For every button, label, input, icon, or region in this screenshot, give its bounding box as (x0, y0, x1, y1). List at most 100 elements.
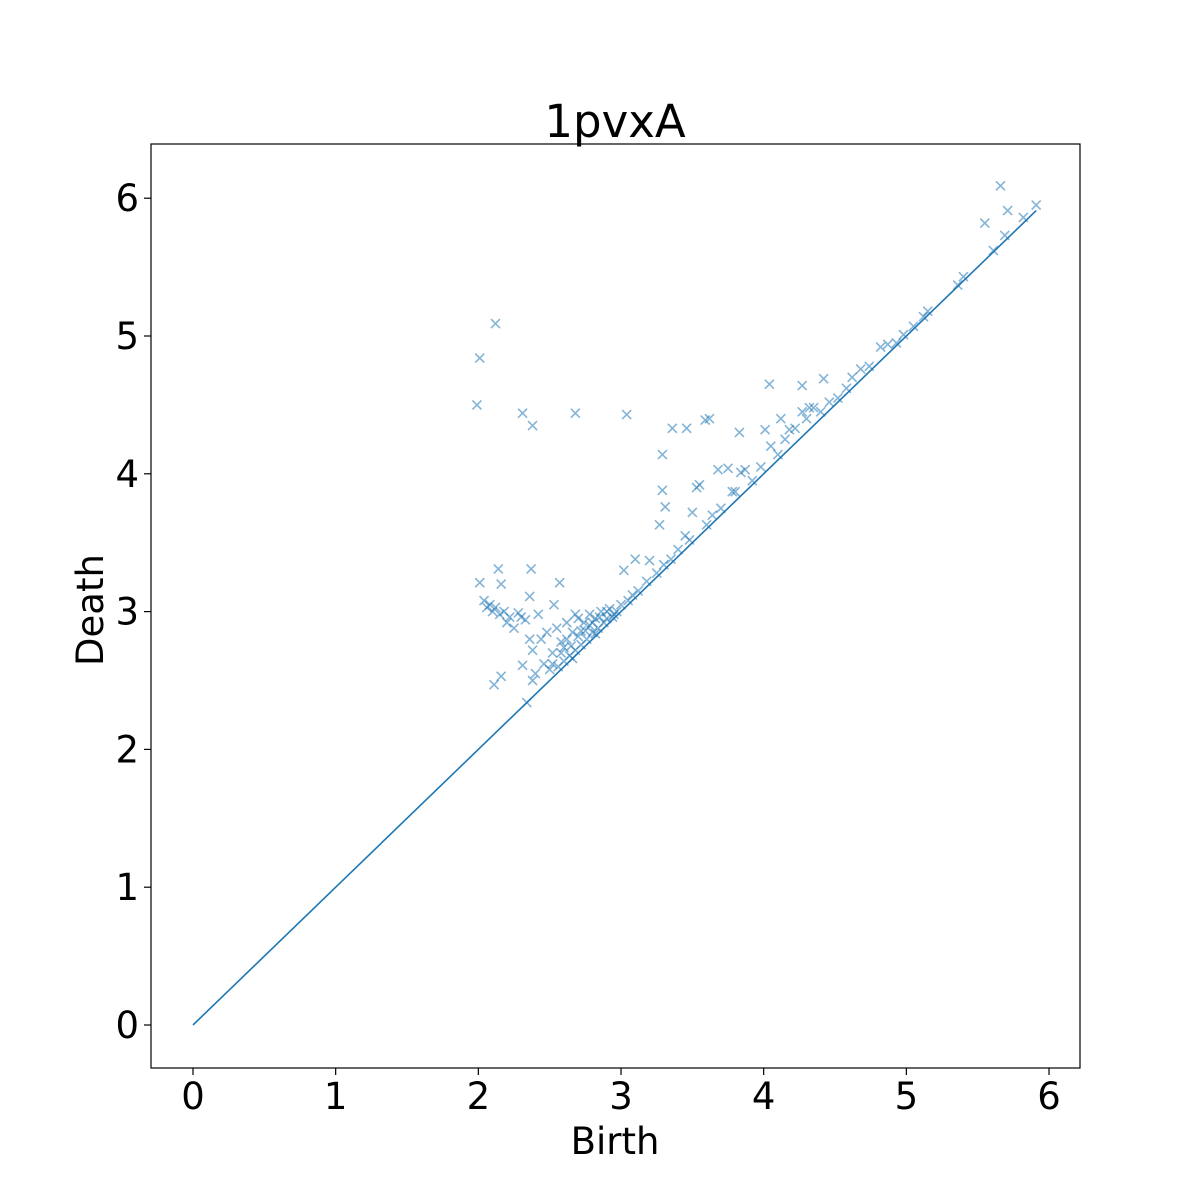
data-point (496, 671, 507, 682)
data-point (478, 595, 490, 606)
data-point (995, 180, 1006, 191)
x-tick-label: 3 (609, 1075, 633, 1118)
data-point (633, 585, 644, 596)
data-point (570, 609, 581, 620)
data-point (747, 475, 758, 486)
data-point (722, 463, 734, 474)
data-point (608, 609, 619, 620)
data-point (815, 406, 826, 417)
data-point (521, 697, 532, 708)
data-point (707, 510, 718, 521)
data-point (556, 636, 567, 647)
x-tick-label: 0 (181, 1075, 205, 1118)
data-point (541, 627, 552, 638)
data-point (527, 675, 538, 686)
data-point (547, 658, 558, 670)
data-point (764, 379, 775, 390)
data-point (797, 380, 808, 391)
data-point (484, 599, 495, 610)
data-point (1018, 212, 1029, 223)
data-point (701, 519, 712, 530)
data-point (999, 230, 1010, 241)
data-point (918, 311, 929, 322)
x-ticks: 0 1 2 3 4 5 6 (181, 1068, 1061, 1118)
data-point (590, 628, 601, 639)
data-point (618, 565, 629, 576)
data-point (772, 449, 784, 460)
data-point (824, 397, 835, 408)
x-tick-label: 5 (895, 1075, 919, 1118)
data-point (760, 424, 771, 435)
x-tick-label: 4 (752, 1075, 776, 1118)
data-point (584, 620, 595, 631)
data-point (657, 485, 668, 496)
data-point (553, 661, 564, 672)
data-point (573, 631, 584, 642)
points-layer (471, 180, 1042, 708)
x-tick-label: 6 (1037, 1075, 1061, 1118)
data-point (784, 424, 795, 435)
data-point (630, 554, 641, 565)
data-point (832, 392, 843, 404)
data-point (594, 612, 605, 623)
data-point (504, 612, 515, 623)
y-tick-label: 1 (115, 866, 139, 909)
data-point (607, 612, 618, 623)
chart-title: 1pvxA (544, 95, 685, 148)
data-point (908, 321, 919, 332)
data-point (556, 647, 567, 659)
data-point (680, 530, 691, 541)
data-point (580, 625, 591, 636)
diagonal-line-layer (192, 210, 1037, 1026)
data-point (644, 555, 655, 566)
y-axis-label: Death (69, 554, 112, 666)
data-point (493, 563, 504, 574)
data-point (687, 507, 698, 518)
data-point (533, 609, 544, 620)
data-point (958, 271, 969, 282)
y-ticks: 0 1 2 3 4 5 6 (115, 177, 151, 1047)
data-point (501, 617, 512, 628)
data-point (524, 591, 535, 602)
x-tick-label: 2 (467, 1075, 491, 1118)
data-point (882, 339, 893, 350)
data-point (755, 461, 766, 472)
data-point (615, 599, 627, 610)
data-point (526, 563, 537, 574)
data-point (561, 617, 572, 628)
plot-frame (150, 143, 1081, 1069)
diagonal-line (192, 210, 1037, 1026)
x-axis-label: Birth (571, 1120, 660, 1163)
data-point (875, 341, 886, 353)
data-point (536, 634, 547, 645)
data-point (808, 402, 819, 413)
data-point (527, 420, 538, 431)
data-point (704, 413, 715, 424)
data-point (508, 623, 520, 634)
data-point (847, 372, 858, 383)
data-point (734, 427, 745, 438)
data-point (665, 554, 677, 565)
data-point (471, 399, 482, 410)
y-tick-label: 5 (115, 315, 139, 358)
data-point (530, 668, 541, 679)
data-point (641, 576, 652, 587)
data-point (584, 609, 595, 620)
data-point (554, 577, 565, 588)
data-point (730, 486, 741, 497)
data-point (474, 577, 485, 588)
data-point (548, 599, 560, 610)
data-point (818, 373, 829, 384)
data-point (691, 482, 702, 493)
data-point (898, 329, 909, 340)
data-point (891, 337, 902, 348)
data-point (561, 634, 572, 645)
data-point (651, 567, 662, 579)
data-point (801, 413, 812, 424)
data-point (623, 595, 634, 606)
data-point (570, 408, 581, 419)
data-point (490, 318, 501, 329)
data-point (922, 306, 933, 317)
data-point (627, 589, 638, 601)
